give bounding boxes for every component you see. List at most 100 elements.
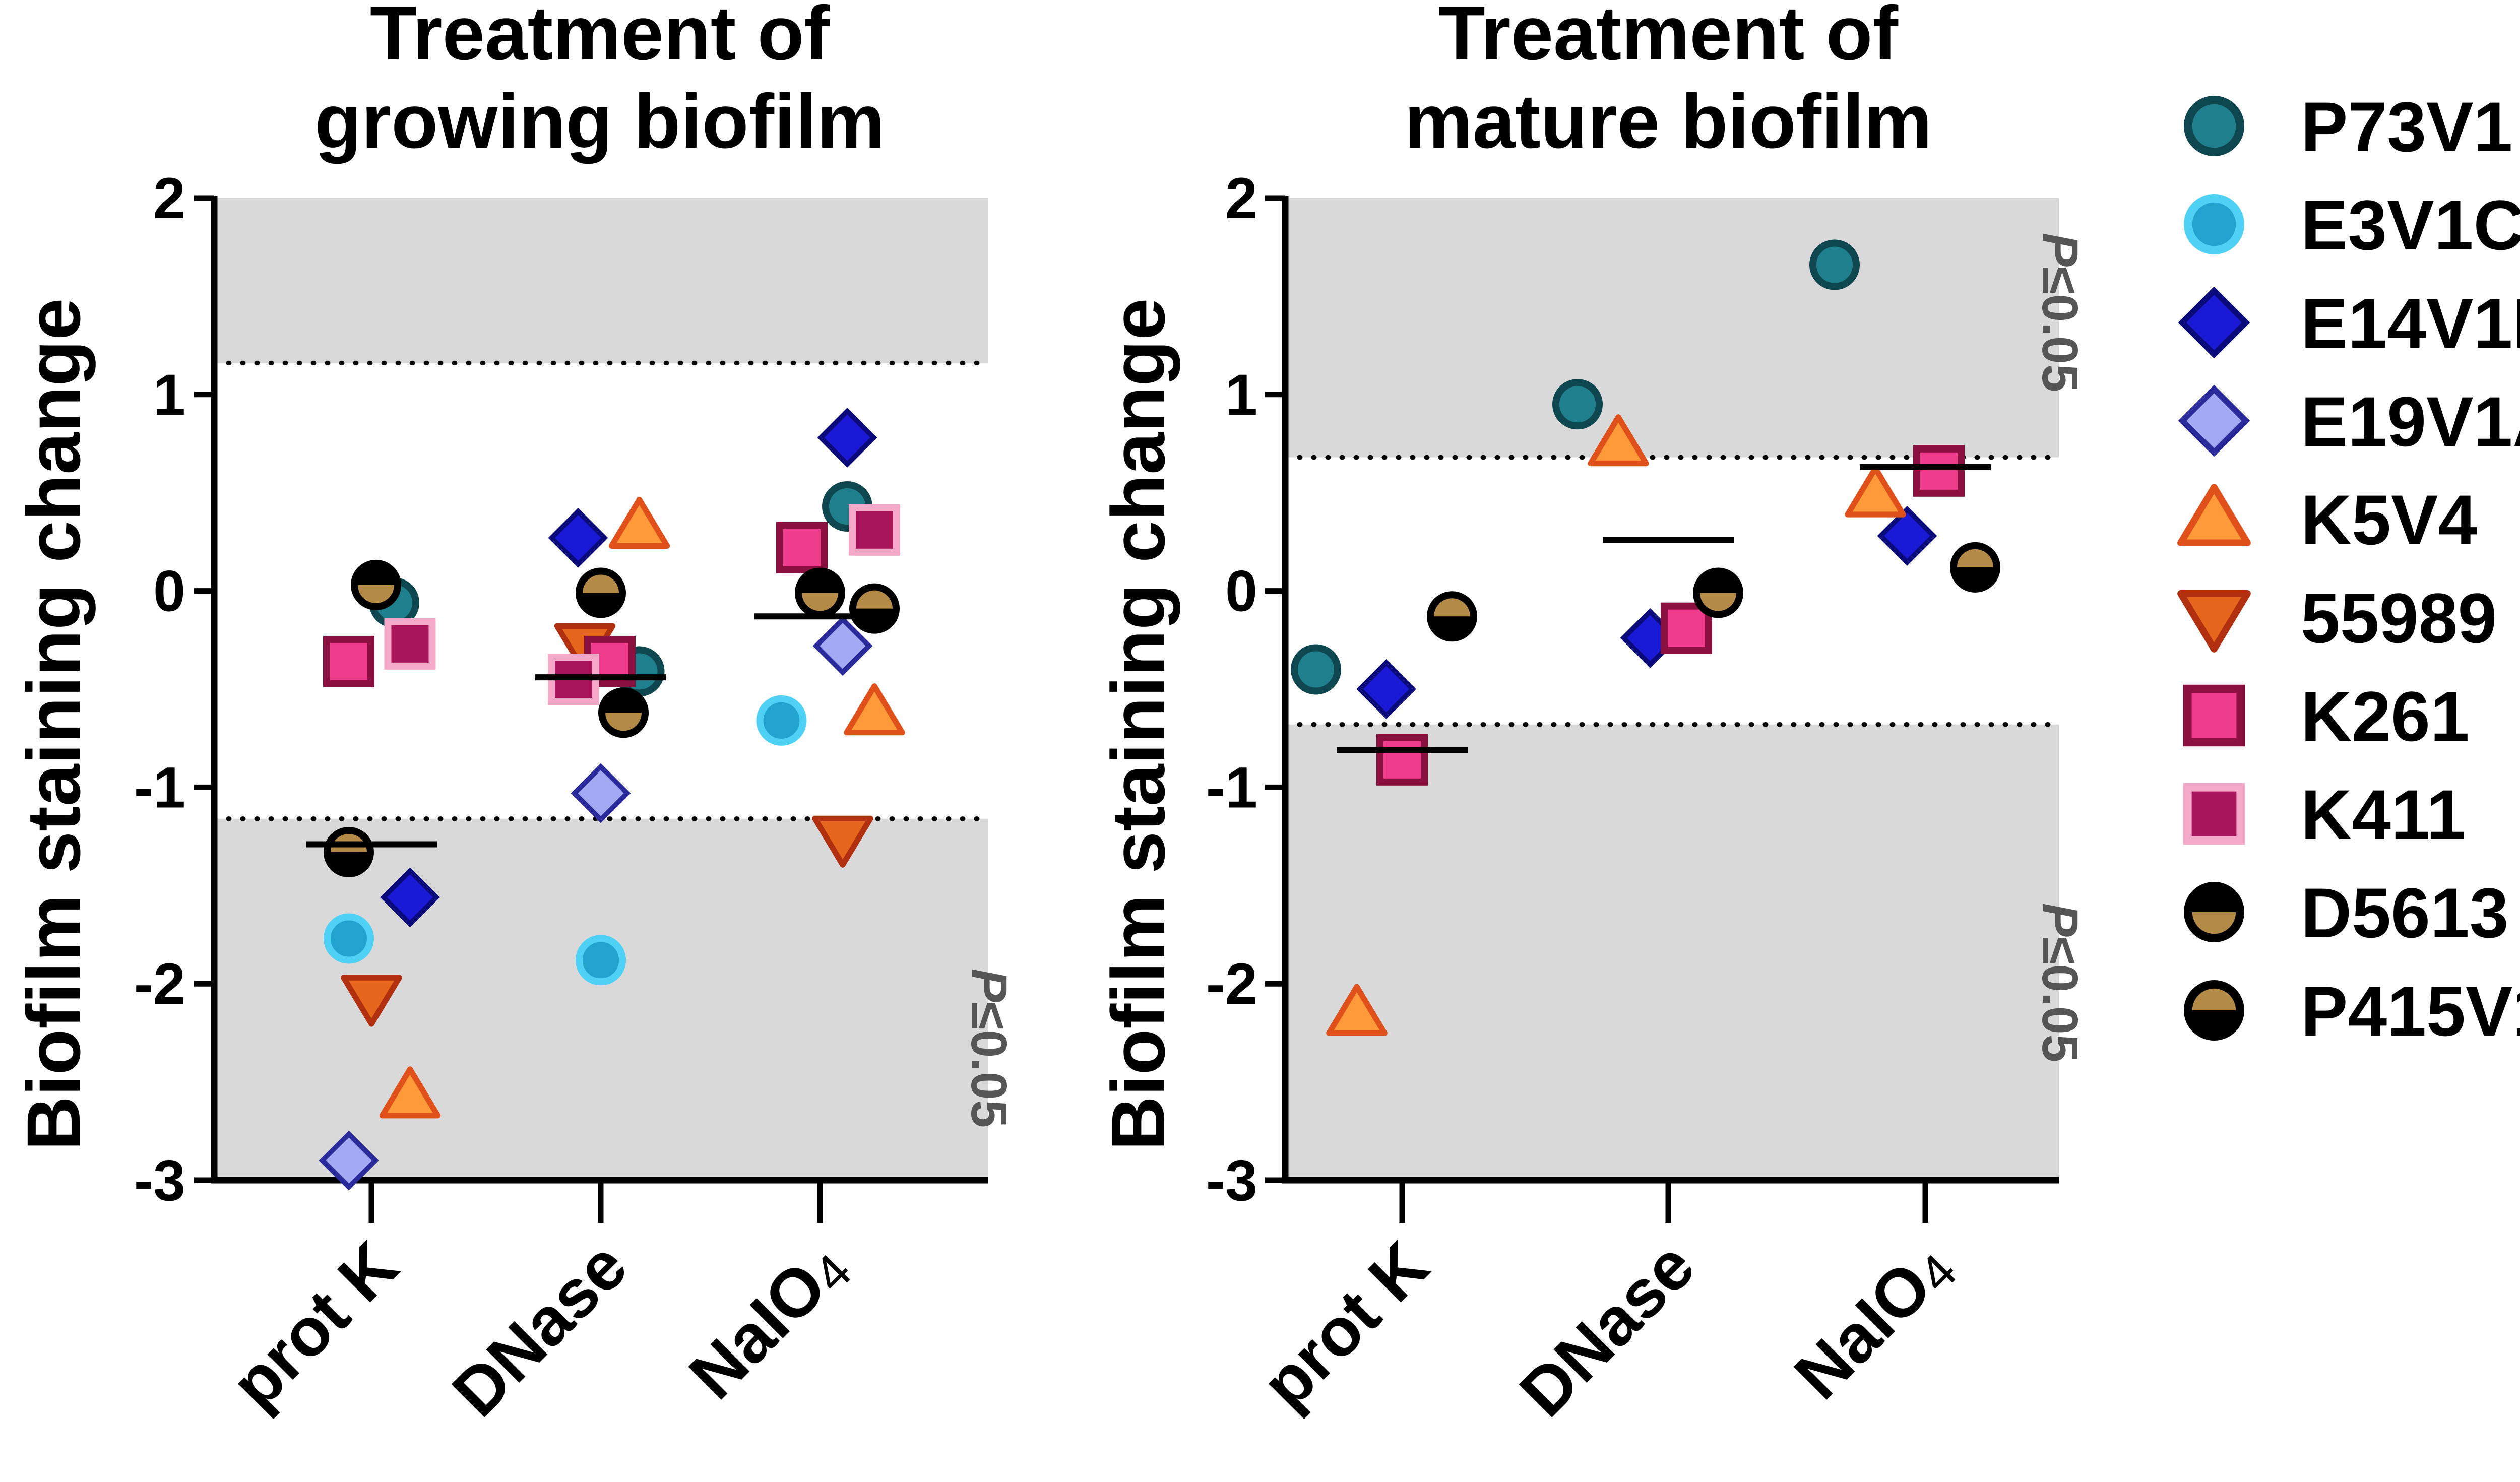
y-tick-label: 2 bbox=[153, 166, 185, 231]
point-k261-naio4 bbox=[776, 522, 828, 573]
significance-label-value: ≤0.05 bbox=[961, 1002, 1017, 1128]
x-tick-label-prot-k: prot K bbox=[217, 1228, 412, 1423]
x-tick-label-text: DNase bbox=[438, 1228, 642, 1431]
point-k411-prot-k bbox=[384, 618, 436, 670]
marker-half bbox=[1957, 549, 1993, 567]
marker-body bbox=[2183, 783, 2245, 845]
x-tick-label-text: prot K bbox=[217, 1228, 412, 1423]
legend-marker bbox=[2178, 384, 2250, 457]
marker-half bbox=[2192, 988, 2236, 1010]
point-p73v1-dnase bbox=[1552, 379, 1603, 430]
y-axis-label: Biofilm staining change bbox=[11, 298, 96, 1151]
legend-label: K261 bbox=[2301, 677, 2470, 756]
marker-body bbox=[1661, 602, 1712, 654]
marker-body bbox=[2183, 194, 2244, 254]
point-d5613-dnase bbox=[1693, 567, 1743, 618]
marker-body bbox=[1326, 984, 1388, 1036]
y-tick-label: -2 bbox=[134, 952, 185, 1016]
y-tick-label: -2 bbox=[1206, 952, 1257, 1016]
marker-body bbox=[319, 1130, 379, 1191]
y-tick-label: -1 bbox=[1206, 755, 1257, 820]
legend-marker bbox=[2177, 484, 2251, 546]
significance-label: P≤0.05 bbox=[2032, 903, 2088, 1062]
point-e3v1c-dnase bbox=[576, 935, 626, 986]
significance-region-lower bbox=[1285, 724, 2059, 1180]
chart-title-line: mature biofilm bbox=[1404, 79, 1932, 164]
x-tick-label-naio4: NaIO4 bbox=[675, 1228, 862, 1415]
legend-marker bbox=[2183, 194, 2244, 254]
marker-body bbox=[2177, 484, 2251, 546]
point-e19v1a-dnase bbox=[571, 763, 631, 823]
y-tick-label: 2 bbox=[1225, 166, 1257, 231]
significance-label-p: P bbox=[961, 969, 1017, 1002]
x-tick-label-dnase: DNase bbox=[1505, 1228, 1709, 1431]
marker-body bbox=[323, 635, 374, 687]
marker-body bbox=[1552, 379, 1603, 430]
significance-label: P≤0.05 bbox=[2032, 233, 2088, 392]
legend-label: E14V1D bbox=[2301, 284, 2520, 363]
point-p415v1-dnase bbox=[576, 567, 626, 618]
marker-body bbox=[2178, 384, 2250, 457]
legend-item-55989: 55989 bbox=[2177, 578, 2497, 658]
marker-half bbox=[583, 574, 619, 593]
marker-half bbox=[1434, 598, 1470, 617]
chart-title-line: Treatment of bbox=[370, 0, 830, 76]
marker-body bbox=[2183, 684, 2245, 747]
marker-body bbox=[1845, 465, 1906, 518]
point-k261-prot-k bbox=[323, 635, 374, 687]
point-p415v1-naio4 bbox=[1950, 542, 2000, 593]
legend-marker bbox=[2177, 590, 2251, 653]
marker-body bbox=[2183, 95, 2244, 156]
legend-label: 55989 bbox=[2301, 578, 2497, 658]
legend-label: P73V1 bbox=[2301, 87, 2512, 166]
legend-marker bbox=[2184, 882, 2244, 942]
x-tick-label-naio4: NaIO4 bbox=[1780, 1228, 1968, 1415]
marker-body bbox=[844, 683, 905, 736]
marker-body bbox=[2178, 286, 2250, 359]
legend-item-e19v1a: E19V1A bbox=[2178, 382, 2520, 461]
point-k5v4-prot-k bbox=[1326, 984, 1388, 1036]
legend-item-p415v1: P415V1 bbox=[2184, 972, 2520, 1051]
marker-body bbox=[548, 507, 608, 568]
marker-body bbox=[571, 763, 631, 823]
marker-body bbox=[1588, 414, 1649, 467]
significance-label-value: ≤0.05 bbox=[2032, 267, 2088, 393]
legend-item-k5v4: K5V4 bbox=[2177, 480, 2477, 559]
significance-label-p: P bbox=[2032, 233, 2088, 267]
point-p73v1-prot-k bbox=[1291, 644, 1341, 695]
x-tick-label-text: prot K bbox=[1247, 1228, 1443, 1423]
point-k5v4-prot-k bbox=[379, 1066, 441, 1119]
y-tick-label: 0 bbox=[1225, 559, 1257, 624]
marker-half bbox=[358, 585, 394, 603]
legend-marker bbox=[2184, 980, 2244, 1041]
marker-half bbox=[605, 713, 642, 731]
legend-item-e14v1d: E14V1D bbox=[2178, 284, 2520, 363]
point-k261-prot-k bbox=[1376, 734, 1428, 786]
marker-body bbox=[812, 815, 873, 868]
legend-item-p73v1: P73V1 bbox=[2183, 87, 2512, 166]
y-tick-label: 0 bbox=[153, 559, 185, 624]
point-e3v1c-prot-k bbox=[324, 913, 374, 964]
point-e3v1c-naio4 bbox=[756, 695, 807, 746]
point-55989-prot-k bbox=[341, 975, 402, 1027]
significance-region-upper bbox=[1285, 198, 2059, 458]
legend-item-e3v1c: E3V1C bbox=[2183, 185, 2520, 265]
marker-body bbox=[379, 1066, 441, 1119]
point-k411-naio4 bbox=[849, 504, 900, 556]
legend-label: K5V4 bbox=[2301, 480, 2477, 559]
point-e19v1a-naio4 bbox=[812, 616, 873, 676]
marker-body bbox=[1356, 659, 1416, 719]
marker-body bbox=[812, 616, 873, 676]
significance-region-upper bbox=[214, 198, 988, 363]
chart-title-line: growing biofilm bbox=[314, 79, 885, 164]
point-k5v4-naio4 bbox=[1845, 465, 1906, 518]
point-e14v1d-prot-k bbox=[1356, 659, 1416, 719]
point-e14v1d-naio4 bbox=[817, 408, 877, 468]
marker-body bbox=[608, 496, 670, 549]
significance-label-value: ≤0.05 bbox=[2032, 937, 2088, 1063]
legend-item-k411: K411 bbox=[2183, 775, 2466, 854]
marker-body bbox=[1291, 644, 1341, 695]
marker-half bbox=[856, 590, 893, 609]
